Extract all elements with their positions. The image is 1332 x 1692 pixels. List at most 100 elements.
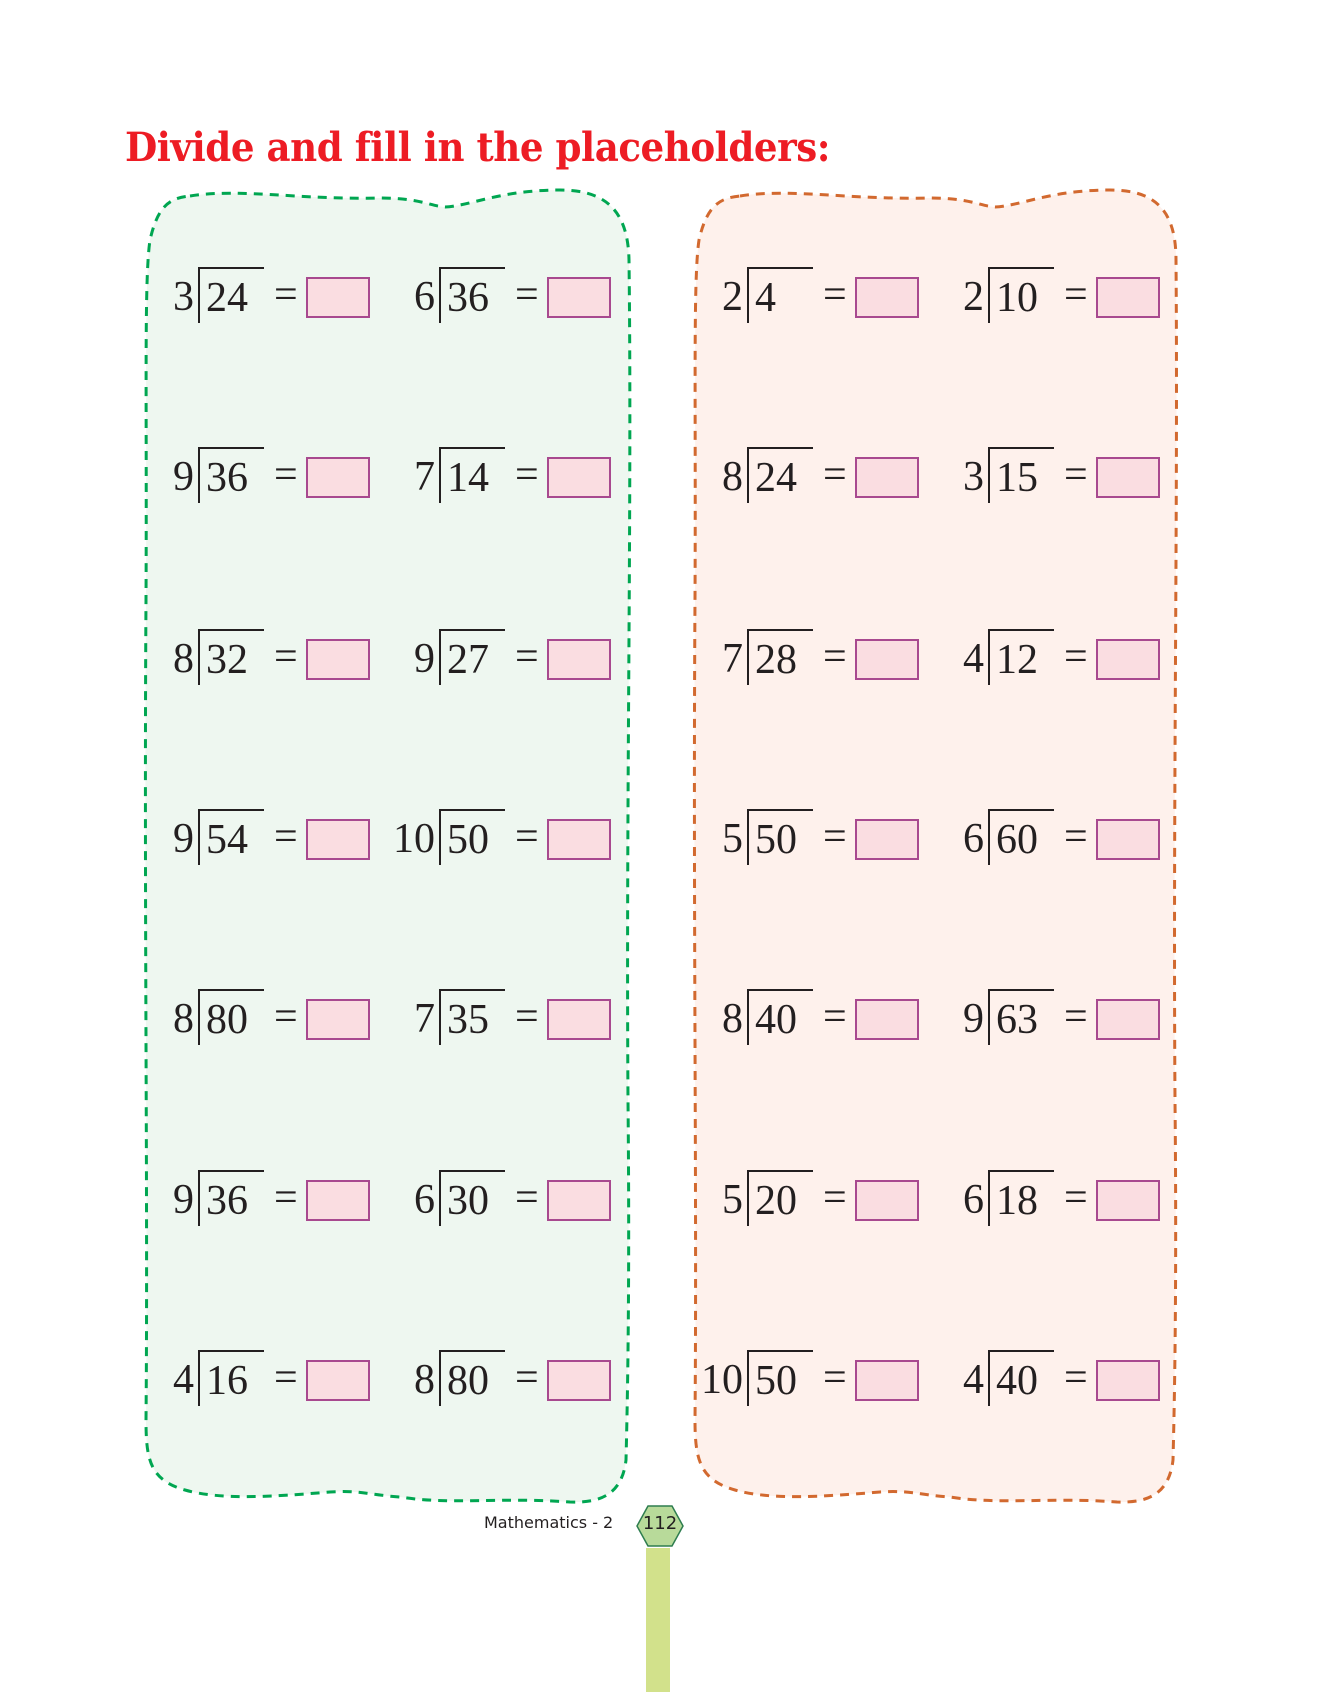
answer-placeholder[interactable] — [855, 277, 919, 318]
equals-sign: = — [515, 1175, 539, 1221]
answer-placeholder[interactable] — [1096, 819, 1160, 860]
divisor: 5 — [722, 816, 743, 862]
long-division-bracket: 80 — [439, 1350, 505, 1406]
answer-placeholder[interactable] — [855, 1180, 919, 1221]
dividend: 20 — [755, 1178, 797, 1224]
divisor: 6 — [963, 816, 984, 862]
answer-placeholder[interactable] — [855, 639, 919, 680]
divisor: 8 — [414, 1357, 435, 1403]
answer-placeholder[interactable] — [855, 819, 919, 860]
dividend: 24 — [755, 455, 797, 501]
answer-placeholder[interactable] — [547, 1180, 611, 1221]
answer-placeholder[interactable] — [855, 999, 919, 1040]
answer-placeholder[interactable] — [306, 639, 370, 680]
dividend: 16 — [206, 1358, 248, 1404]
answer-placeholder[interactable] — [1096, 1360, 1160, 1401]
footer-book-title: Mathematics - 2 — [484, 1513, 614, 1532]
division-problem: 9 27 = — [375, 627, 615, 687]
equals-sign: = — [515, 634, 539, 680]
divisor: 9 — [173, 816, 194, 862]
division-problem: 4 40 = — [924, 1348, 1164, 1408]
divisor: 9 — [963, 996, 984, 1042]
answer-placeholder[interactable] — [1096, 1180, 1160, 1221]
dividend: 63 — [996, 997, 1038, 1043]
dividend: 4 — [755, 275, 776, 321]
division-problem: 2 10 = — [924, 265, 1164, 325]
long-division-bracket: 16 — [198, 1350, 264, 1406]
equals-sign: = — [274, 452, 298, 498]
divisor: 4 — [963, 636, 984, 682]
divisor: 4 — [173, 1357, 194, 1403]
division-problem: 8 80 = — [375, 1348, 615, 1408]
long-division-bracket: 54 — [198, 809, 264, 865]
dividend: 27 — [447, 637, 489, 683]
answer-placeholder[interactable] — [306, 1360, 370, 1401]
dividend: 18 — [996, 1178, 1038, 1224]
dividend: 36 — [447, 275, 489, 321]
answer-placeholder[interactable] — [547, 1360, 611, 1401]
division-problem: 6 30 = — [375, 1168, 615, 1228]
equals-sign: = — [274, 272, 298, 318]
divisor: 2 — [722, 274, 743, 320]
divisor: 8 — [722, 996, 743, 1042]
equals-sign: = — [515, 814, 539, 860]
dividend: 24 — [206, 275, 248, 321]
long-division-bracket: 40 — [988, 1350, 1054, 1406]
answer-placeholder[interactable] — [547, 999, 611, 1040]
answer-placeholder[interactable] — [547, 819, 611, 860]
answer-placeholder[interactable] — [1096, 277, 1160, 318]
dividend: 40 — [996, 1358, 1038, 1404]
answer-placeholder[interactable] — [306, 819, 370, 860]
answer-placeholder[interactable] — [547, 277, 611, 318]
long-division-bracket: 36 — [198, 1170, 264, 1226]
division-problem: 9 36 = — [134, 445, 374, 505]
equals-sign: = — [1064, 634, 1088, 680]
long-division-bracket: 24 — [747, 447, 813, 503]
dividend: 36 — [206, 455, 248, 501]
division-problem: 7 35 = — [375, 987, 615, 1047]
equals-sign: = — [823, 994, 847, 1040]
divisor: 4 — [963, 1357, 984, 1403]
equals-sign: = — [823, 814, 847, 860]
answer-placeholder[interactable] — [1096, 999, 1160, 1040]
answer-placeholder[interactable] — [1096, 639, 1160, 680]
equals-sign: = — [515, 994, 539, 1040]
long-division-bracket: 50 — [747, 809, 813, 865]
answer-placeholder[interactable] — [306, 277, 370, 318]
equals-sign: = — [823, 272, 847, 318]
answer-placeholder[interactable] — [306, 457, 370, 498]
division-problem: 10 50 = — [683, 1348, 923, 1408]
answer-placeholder[interactable] — [306, 1180, 370, 1221]
answer-placeholder[interactable] — [855, 457, 919, 498]
long-division-bracket: 12 — [988, 629, 1054, 685]
long-division-bracket: 20 — [747, 1170, 813, 1226]
long-division-bracket: 36 — [198, 447, 264, 503]
division-problem: 3 15 = — [924, 445, 1164, 505]
division-problem: 8 24 = — [683, 445, 923, 505]
divisor: 3 — [173, 274, 194, 320]
long-division-bracket: 30 — [439, 1170, 505, 1226]
dividend: 54 — [206, 817, 248, 863]
long-division-bracket: 40 — [747, 989, 813, 1045]
long-division-bracket: 50 — [747, 1350, 813, 1406]
divisor: 9 — [173, 454, 194, 500]
division-problem: 5 20 = — [683, 1168, 923, 1228]
answer-placeholder[interactable] — [855, 1360, 919, 1401]
answer-placeholder[interactable] — [547, 457, 611, 498]
answer-placeholder[interactable] — [547, 639, 611, 680]
answer-placeholder[interactable] — [1096, 457, 1160, 498]
long-division-bracket: 10 — [988, 267, 1054, 323]
dividend: 28 — [755, 637, 797, 683]
equals-sign: = — [515, 272, 539, 318]
page-tab-bar — [646, 1548, 670, 1692]
divisor: 7 — [414, 454, 435, 500]
division-problem: 3 24 = — [134, 265, 374, 325]
divisor: 8 — [173, 636, 194, 682]
dividend: 15 — [996, 455, 1038, 501]
divisor: 9 — [173, 1177, 194, 1223]
answer-placeholder[interactable] — [306, 999, 370, 1040]
dividend: 12 — [996, 637, 1038, 683]
dividend: 80 — [447, 1358, 489, 1404]
division-problem: 5 50 = — [683, 807, 923, 867]
